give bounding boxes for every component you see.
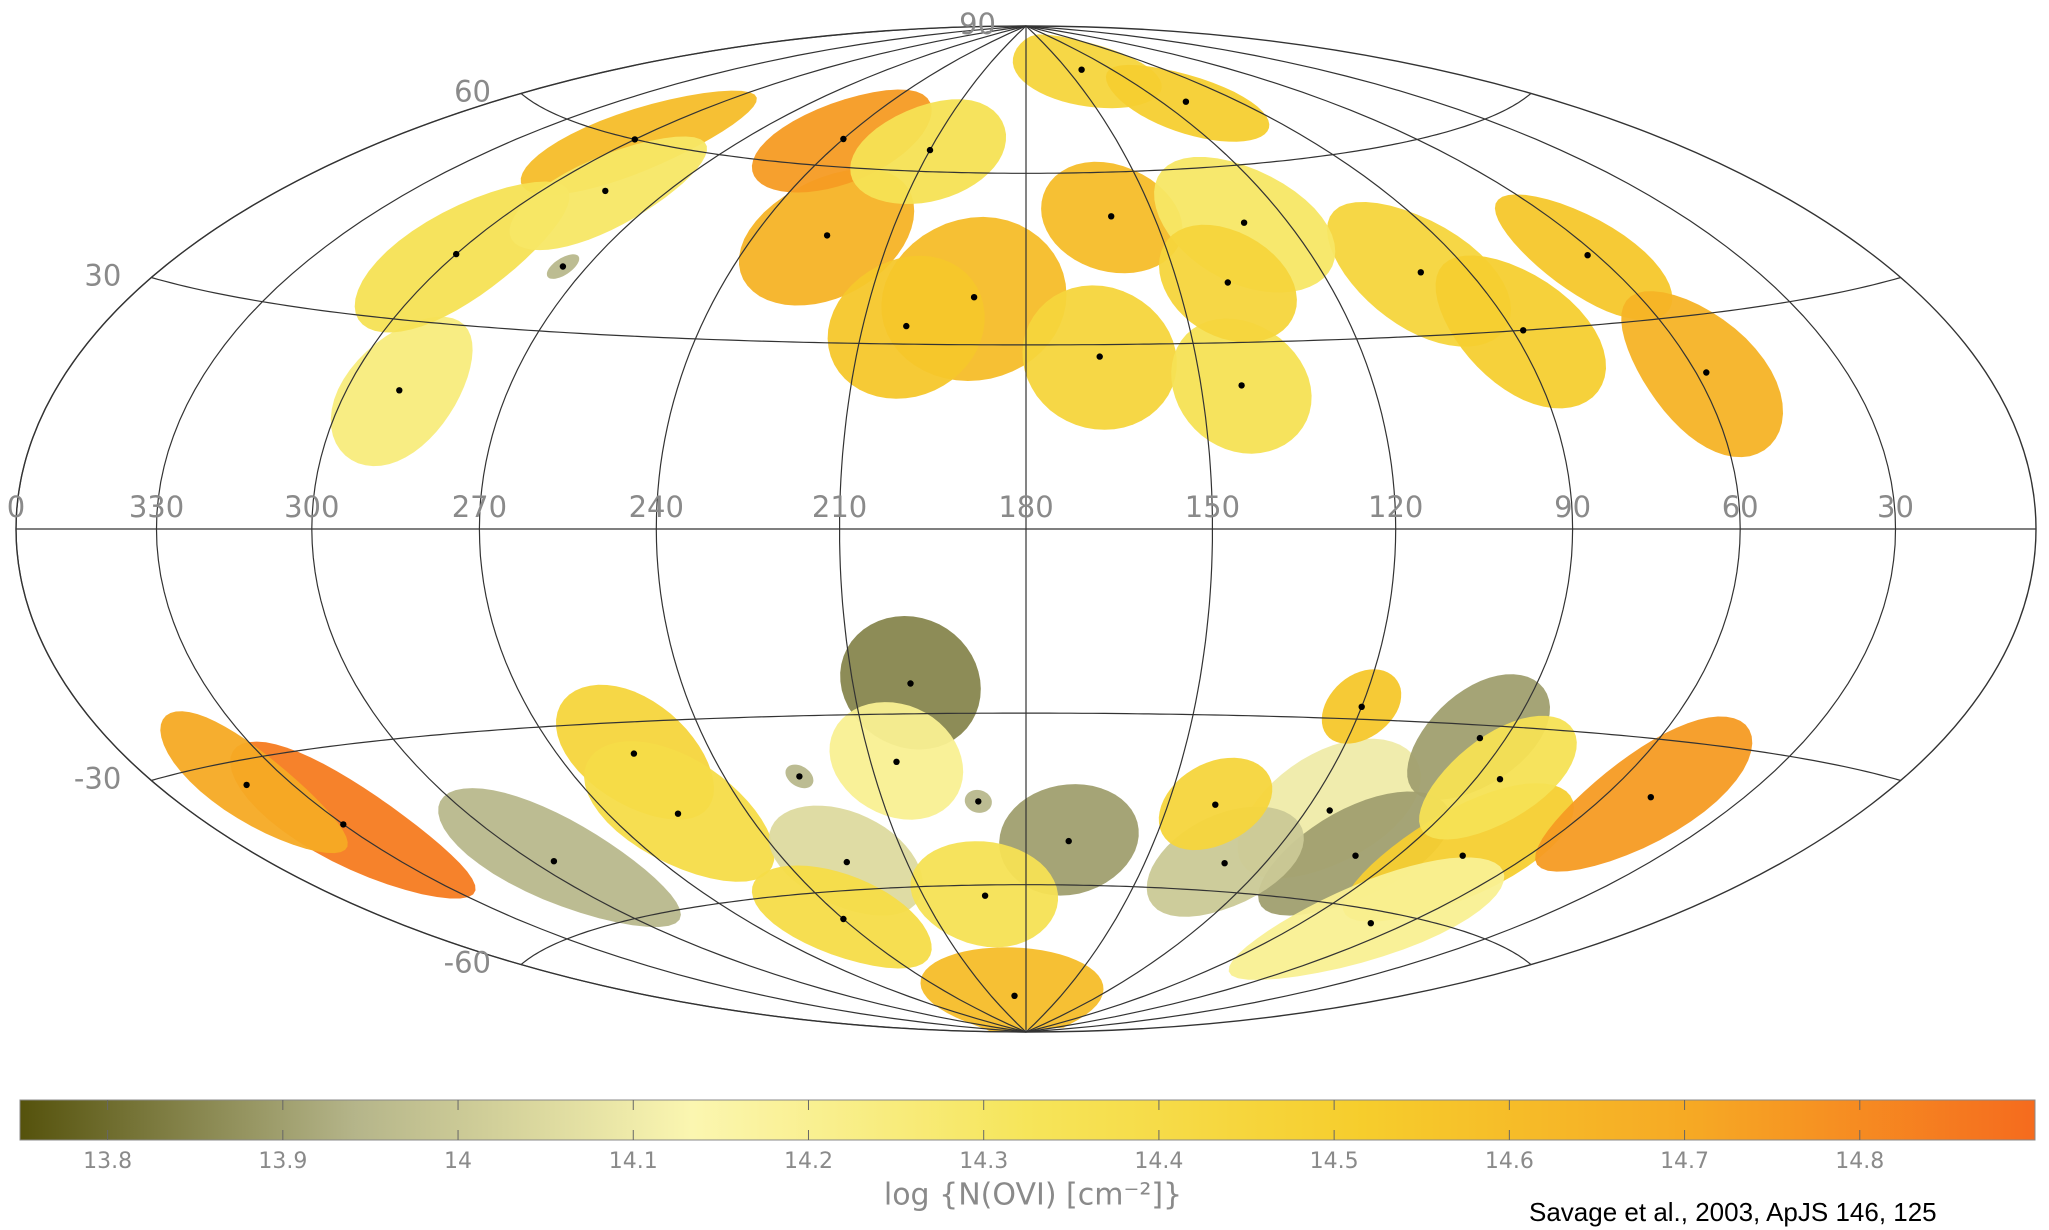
sightline-center	[840, 136, 846, 142]
colorbar-tick-label: 14.3	[959, 1149, 1008, 1174]
lat-tick-label: 30	[84, 259, 121, 293]
sightline-center	[893, 759, 899, 765]
sightline-center	[1477, 735, 1483, 741]
lon-tick-label: 330	[129, 490, 184, 524]
sightline-patch	[510, 137, 707, 251]
sightline-center	[675, 811, 681, 817]
lon-tick-label: 60	[1722, 490, 1759, 524]
sightline-center	[243, 782, 249, 788]
lon-tick-label: 150	[1185, 490, 1240, 524]
lon-tick-label: 90	[1554, 490, 1591, 524]
lat-tick-label: 90	[959, 7, 996, 41]
sightline-center	[1352, 853, 1358, 859]
sightline-center	[903, 323, 909, 329]
colorbar-tick-label: 14.2	[784, 1149, 833, 1174]
sightline-center	[1241, 220, 1247, 226]
sightline-center	[560, 263, 566, 269]
sightline-center	[1460, 853, 1466, 859]
sightline-center	[844, 859, 850, 865]
sightline-center	[1520, 327, 1526, 333]
sightline-center	[340, 821, 346, 827]
colorbar-tick-label: 13.8	[83, 1149, 132, 1174]
sightline-center	[1648, 794, 1654, 800]
sightline-center	[824, 232, 830, 238]
sightline-center	[1078, 67, 1084, 73]
lat-tick-label: -60	[444, 946, 491, 980]
sightline-center	[975, 798, 981, 804]
lon-tick-label: 240	[629, 490, 684, 524]
sightline-center	[551, 858, 557, 864]
sky-patches	[160, 34, 1783, 1031]
sightline-center	[1327, 807, 1333, 813]
sightline-center	[1584, 252, 1590, 258]
lon-tick-label: 0	[7, 490, 25, 524]
lon-tick-label: 30	[1877, 490, 1914, 524]
sightline-center	[1221, 860, 1227, 866]
lon-tick-label: 270	[452, 490, 507, 524]
lon-tick-label: 210	[812, 490, 867, 524]
sightline-center	[1497, 776, 1503, 782]
sightline-center	[1212, 802, 1218, 808]
sightline-center	[1238, 382, 1244, 388]
sightline-center	[602, 188, 608, 194]
sightline-center	[796, 773, 802, 779]
sightline-patch	[1621, 291, 1783, 457]
sightline-center	[1097, 353, 1103, 359]
lon-tick-label: 300	[284, 490, 339, 524]
sightline-center	[1066, 838, 1072, 844]
lon-tick-label: 120	[1368, 490, 1423, 524]
sightline-center	[1368, 920, 1374, 926]
colorbar-tick-label: 14.1	[609, 1149, 658, 1174]
citation: Savage et al., 2003, ApJS 146, 125	[1529, 1197, 1937, 1227]
colorbar-tick-label: 14.5	[1310, 1149, 1359, 1174]
sightline-center	[453, 251, 459, 257]
chart: 0 330 300 270 240 210 180 150 120 90 60 30 90 60 30 -30…	[0, 0, 2049, 1230]
sightline-center	[631, 750, 637, 756]
sightline-center	[982, 893, 988, 899]
sightline-center	[1418, 269, 1424, 275]
colorbar-tick-label: 14.6	[1485, 1149, 1534, 1174]
colorbar-tick-label: 14.4	[1134, 1149, 1183, 1174]
sightline-center	[927, 147, 933, 153]
sightline-center	[1183, 99, 1189, 105]
colorbar-tick-label: 14	[444, 1149, 472, 1174]
sightline-center	[1703, 369, 1709, 375]
sightline-center	[1108, 213, 1114, 219]
graticule	[16, 26, 2036, 1032]
sightline-center	[1359, 704, 1365, 710]
lon-tick-label: 180	[998, 490, 1053, 524]
colorbar-label: log {N(OVI) [cm⁻²]}	[884, 1178, 1182, 1213]
sightline-center	[396, 387, 402, 393]
sightline-center	[971, 294, 977, 300]
lat-tick-label: 60	[454, 74, 491, 108]
sightline-center	[907, 680, 913, 686]
lat-tick-label: -30	[74, 762, 121, 796]
colorbar	[20, 1100, 2035, 1140]
sightline-center	[1011, 993, 1017, 999]
sightline-center	[632, 136, 638, 142]
colorbar-tick-label: 14.8	[1835, 1149, 1884, 1174]
colorbar-tick-label: 13.9	[258, 1149, 307, 1174]
colorbar-tick-label: 14.7	[1660, 1149, 1709, 1174]
sightline-center	[1225, 279, 1231, 285]
sightline-center	[840, 916, 846, 922]
